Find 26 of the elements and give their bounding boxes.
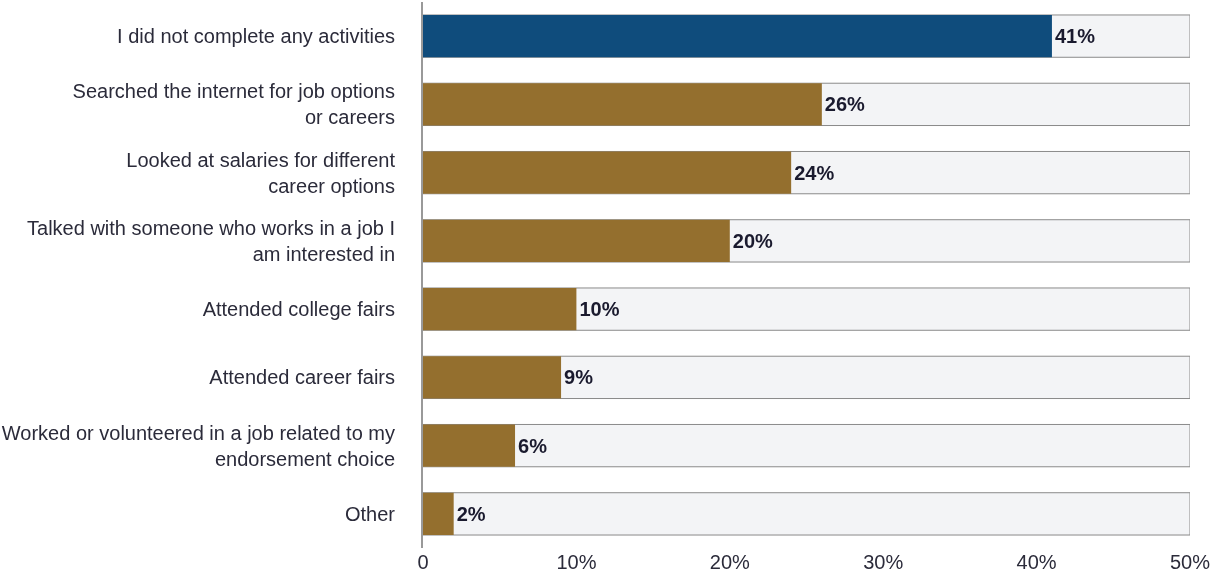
bar bbox=[423, 492, 454, 536]
data-label: 24% bbox=[794, 161, 835, 184]
x-tick-label: 20% bbox=[709, 551, 751, 573]
bar bbox=[423, 356, 562, 399]
x-tick-label: 10% bbox=[556, 551, 597, 573]
y-tick-label: Worked or volunteered in a job related to my endorsement choice bbox=[1, 421, 395, 470]
y-tick-label: Talked with someone who works in a job I am interested in bbox=[27, 216, 395, 265]
data-label: 6% bbox=[518, 434, 548, 457]
x-tick-label: 40% bbox=[1016, 551, 1057, 573]
y-tick-label: Other bbox=[344, 502, 396, 525]
y-tick-label: Attended college fairs bbox=[202, 298, 395, 321]
y-tick-label: Looked at salaries for different career options bbox=[126, 148, 396, 197]
data-label: 10% bbox=[579, 298, 620, 321]
data-label: 41% bbox=[1054, 25, 1096, 48]
y-tick-label: Attended career fairs bbox=[209, 366, 395, 389]
data-label: 20% bbox=[732, 229, 774, 252]
bar bbox=[423, 424, 516, 467]
data-label: 2% bbox=[456, 502, 486, 525]
data-label: 9% bbox=[564, 366, 594, 389]
y-tick-label: I did not complete any activities bbox=[117, 25, 395, 48]
x-tick-label: 30% bbox=[863, 551, 904, 573]
y-tick-label: Searched the internet for job options or careers bbox=[72, 80, 395, 129]
data-label: 26% bbox=[824, 93, 866, 116]
bar bbox=[423, 287, 577, 331]
x-tick-label: 0 bbox=[417, 551, 429, 573]
x-tick-label: 50% bbox=[1169, 551, 1211, 573]
